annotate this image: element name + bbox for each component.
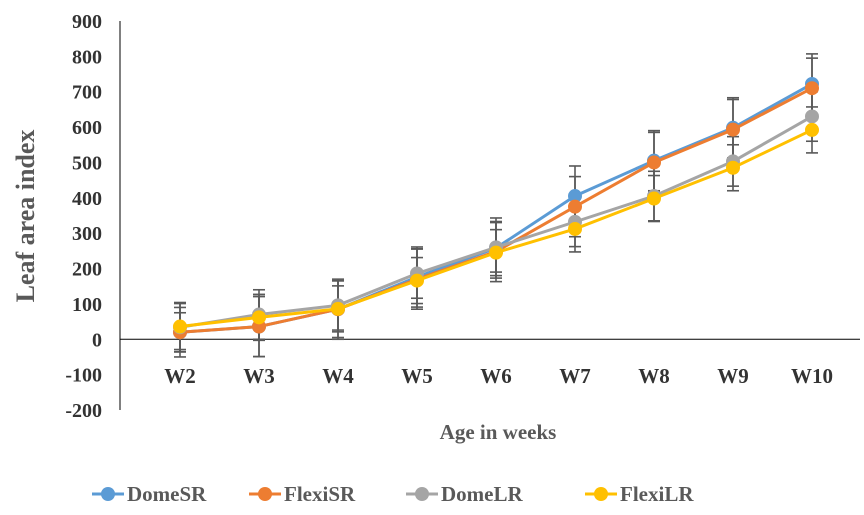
x-tick-label: W5	[401, 364, 433, 388]
data-point-FlexiLR	[805, 122, 819, 137]
legend: DomeSR FlexiSR DomeLR FlexiLR	[92, 482, 694, 506]
y-tick-label: 0	[92, 329, 102, 351]
legend-label: FlexiLR	[620, 482, 694, 506]
x-tick-label: W6	[480, 364, 512, 388]
y-tick-label: 600	[72, 117, 102, 139]
y-axis-title: Leaf area index	[11, 130, 40, 303]
data-point-FlexiSR	[805, 81, 819, 96]
series-line-FlexiSR	[179, 86, 813, 334]
x-tick-label: W8	[638, 364, 670, 388]
legend-item-DomeLR: DomeLR	[406, 482, 523, 506]
x-tick-label: W10	[791, 364, 833, 388]
legend-label: DomeLR	[441, 482, 523, 506]
data-point-FlexiLR	[252, 310, 266, 325]
y-tick-label: 400	[72, 188, 102, 210]
data-point-FlexiLR	[568, 221, 582, 236]
data-point-FlexiSR	[647, 155, 661, 170]
y-tick-label: 200	[72, 259, 102, 281]
legend-label: FlexiSR	[284, 482, 356, 506]
legend-item-DomeSR: DomeSR	[92, 482, 207, 506]
data-point-FlexiLR	[331, 301, 345, 316]
x-tick-label: W4	[322, 364, 354, 388]
plot-area: 900 800 700 600 500 400 300 200 100 0 -100 -200 W2 W3…	[65, 11, 860, 422]
legend-marker	[258, 487, 272, 501]
legend-marker	[101, 487, 115, 501]
x-tick-label: W2	[164, 364, 196, 388]
data-point-FlexiSR	[726, 122, 740, 137]
y-tick-label: 500	[72, 152, 102, 174]
y-tick-label: -100	[65, 365, 102, 387]
y-tick-label: 100	[72, 294, 102, 316]
y-tick-label: 300	[72, 223, 102, 245]
legend-item-FlexiSR: FlexiSR	[249, 482, 356, 506]
data-point-FlexiLR	[410, 273, 424, 288]
x-tick-label: W9	[717, 364, 749, 388]
y-tick-label: 700	[72, 82, 102, 104]
y-tick-label: 900	[72, 11, 102, 33]
series-line-DomeSR	[179, 82, 813, 334]
y-tick-label: 800	[72, 46, 102, 68]
data-point-FlexiSR	[568, 199, 582, 214]
legend-marker	[415, 487, 429, 501]
data-point-FlexiLR	[647, 191, 661, 206]
legend-item-FlexiLR: FlexiLR	[585, 482, 694, 506]
data-point-FlexiLR	[489, 245, 503, 260]
data-point-FlexiLR	[726, 160, 740, 175]
y-tick-label: -200	[65, 400, 102, 422]
x-tick-label: W7	[559, 364, 591, 388]
data-point-FlexiLR	[173, 319, 187, 334]
legend-marker	[594, 487, 608, 501]
x-axis-title: Age in weeks	[440, 420, 557, 444]
data-point-DomeLR	[805, 109, 819, 124]
x-tick-label: W3	[243, 364, 275, 388]
legend-label: DomeSR	[127, 482, 207, 506]
